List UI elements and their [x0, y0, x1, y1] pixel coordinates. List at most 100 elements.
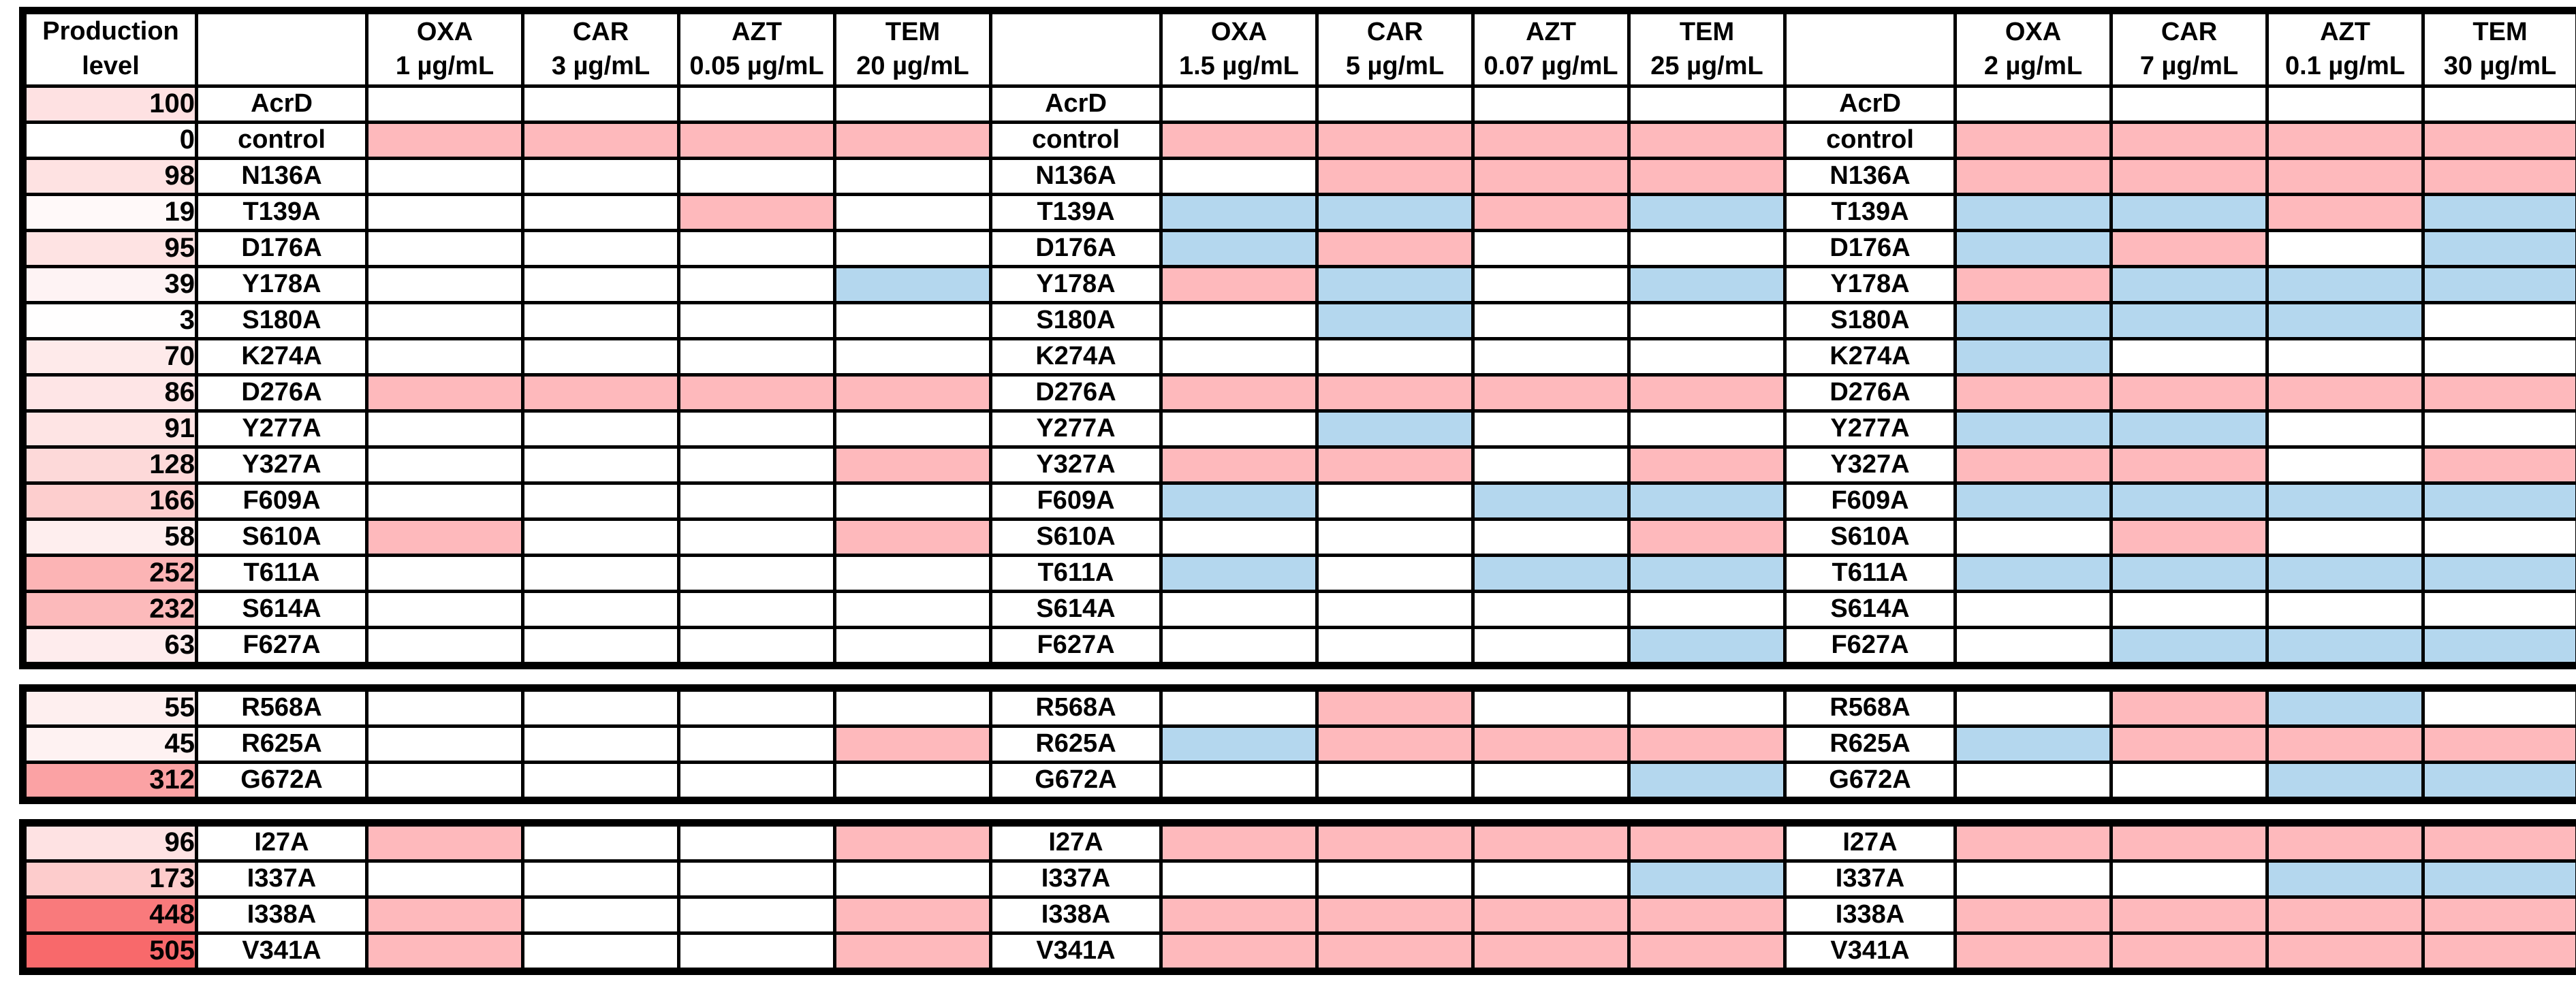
data-cell [2267, 302, 2423, 338]
data-cell [1161, 933, 1317, 971]
data-cell [2267, 933, 2423, 971]
data-cell [1955, 483, 2111, 519]
drug-name: CAR [1319, 15, 1471, 49]
data-cell [835, 158, 991, 194]
row-label-cell: K274A [1785, 338, 1955, 374]
data-cell [367, 374, 523, 411]
data-cell [367, 411, 523, 447]
data-cell [1473, 555, 1629, 591]
data-cell [2267, 158, 2423, 194]
row-label-cell: T139A [197, 194, 367, 230]
data-cell [1317, 726, 1473, 762]
row-label-cell: Y327A [197, 447, 367, 483]
row-label-cell: N136A [197, 158, 367, 194]
data-cell [367, 933, 523, 971]
data-cell [1473, 591, 1629, 627]
production-level-header: Production level [23, 11, 197, 86]
data-cell [835, 302, 991, 338]
row-label-cell: D276A [1785, 374, 1955, 411]
row-label-cell: F609A [991, 483, 1161, 519]
data-cell [835, 266, 991, 302]
data-cell [679, 338, 835, 374]
data-cell [1473, 230, 1629, 266]
data-cell [2423, 897, 2576, 933]
data-cell [1629, 823, 1785, 861]
row-label-cell: T611A [197, 555, 367, 591]
data-cell [1629, 338, 1785, 374]
data-cell [2423, 122, 2576, 158]
row-label-cell: F609A [197, 483, 367, 519]
data-cell [1955, 194, 2111, 230]
data-cell [835, 897, 991, 933]
drug-name: TEM [1631, 15, 1783, 49]
data-cell [523, 519, 679, 555]
row-label-cell: V341A [197, 933, 367, 971]
data-cell [2267, 688, 2423, 726]
data-cell [1317, 302, 1473, 338]
data-cell [1161, 447, 1317, 483]
data-cell [523, 861, 679, 897]
data-cell [2111, 230, 2267, 266]
data-cell [2423, 302, 2576, 338]
drug-concentration: 0.1 µg/mL [2269, 49, 2421, 83]
data-cell [1161, 122, 1317, 158]
data-cell [2111, 591, 2267, 627]
drug-concentration: 7 µg/mL [2113, 49, 2265, 83]
data-cell [367, 483, 523, 519]
row-label-cell: S180A [991, 302, 1161, 338]
data-cell [1161, 627, 1317, 665]
data-cell [835, 447, 991, 483]
drug-name: OXA [1163, 15, 1315, 49]
row-label-cell: I27A [197, 823, 367, 861]
production-value-cell: 39 [23, 266, 197, 302]
data-cell [367, 338, 523, 374]
data-cell [1955, 688, 2111, 726]
data-cell [2111, 411, 2267, 447]
production-value-cell: 19 [23, 194, 197, 230]
data-cell [2111, 266, 2267, 302]
data-cell [679, 823, 835, 861]
data-cell [523, 122, 679, 158]
data-cell [1629, 627, 1785, 665]
row-label-cell: T611A [991, 555, 1161, 591]
data-cell [2267, 338, 2423, 374]
data-cell [1473, 726, 1629, 762]
drug-concentration: 25 µg/mL [1631, 49, 1783, 83]
data-cell [2111, 483, 2267, 519]
data-cell [523, 933, 679, 971]
drug-concentration: 20 µg/mL [836, 49, 989, 83]
data-cell [1317, 194, 1473, 230]
row-label-cell: T139A [1785, 194, 1955, 230]
data-cell [679, 447, 835, 483]
data-cell [2111, 726, 2267, 762]
row-label-cell: R625A [991, 726, 1161, 762]
data-cell [679, 194, 835, 230]
row-label-cell: I337A [991, 861, 1161, 897]
drug-name: TEM [836, 15, 989, 49]
data-cell [1161, 519, 1317, 555]
data-cell [1317, 591, 1473, 627]
data-cell [1629, 519, 1785, 555]
production-value-cell: 55 [23, 688, 197, 726]
data-cell [2423, 86, 2576, 122]
data-cell [1161, 194, 1317, 230]
data-cell [1955, 823, 2111, 861]
drug-name: AZT [2269, 15, 2421, 49]
data-cell [1161, 374, 1317, 411]
data-cell [1317, 266, 1473, 302]
data-cell [2267, 762, 2423, 800]
data-cell [835, 230, 991, 266]
row-label-cell: N136A [991, 158, 1161, 194]
data-cell [679, 122, 835, 158]
data-cell [1161, 158, 1317, 194]
data-cell [1161, 483, 1317, 519]
